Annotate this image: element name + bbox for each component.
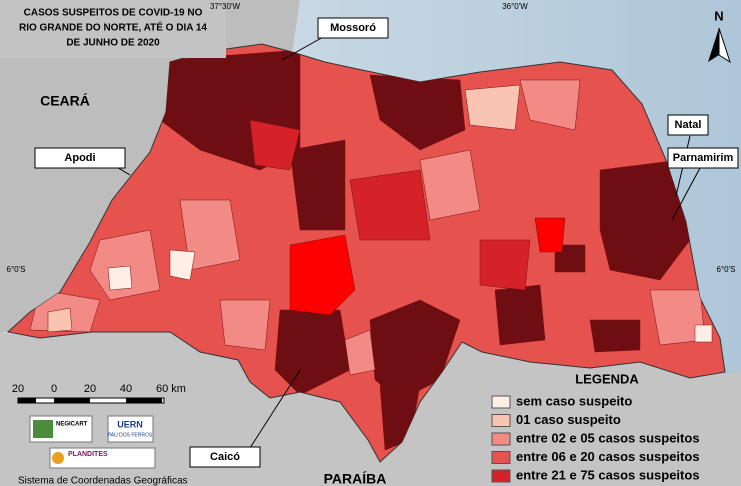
scale-bar-segment (54, 398, 90, 403)
municipality (369, 74, 466, 151)
graticule-label: 6°0'S (7, 265, 26, 274)
land-ceara (0, 0, 300, 332)
municipality (107, 265, 133, 291)
municipality (344, 329, 376, 376)
logo-text: PAU DOS FERROS (108, 432, 153, 438)
municipality (494, 284, 546, 346)
place-label: Caicó (210, 451, 240, 463)
graticule-label: 36°0'W (502, 2, 528, 11)
legend-title: LEGENDA (575, 371, 639, 386)
scale-bar-segment (126, 398, 162, 403)
leader-line (249, 369, 301, 449)
logo-box (107, 415, 154, 443)
region-label: PARAÍBA (324, 471, 387, 486)
municipality (169, 249, 196, 281)
title-line: DE JUNHO DE 2020 (66, 38, 160, 49)
north-arrow-half (718, 27, 731, 64)
graticule-label: 37°30'W (210, 2, 241, 11)
title-box (0, 0, 226, 58)
scale-label: 40 (120, 383, 132, 395)
logo-icon (52, 452, 64, 464)
legend-label: entre 02 e 05 casos suspeitos (516, 430, 700, 445)
north-arrow: N (708, 8, 731, 64)
logo-text: NEGICART (56, 422, 88, 428)
logo-text: PLANDITES (68, 451, 108, 458)
municipality (479, 239, 531, 291)
legend-label: entre 06 e 20 casos suspeitos (516, 449, 700, 464)
municipality (89, 229, 161, 301)
scale-bar-segment (18, 398, 36, 403)
place-box (667, 114, 709, 136)
place-box (667, 147, 739, 169)
legend-swatch (491, 414, 511, 427)
municipality (219, 299, 271, 351)
municipality (419, 149, 481, 221)
north-arrow-half (708, 28, 719, 62)
municipality (694, 324, 713, 343)
legend-label: entre 21 e 75 casos suspeitos (516, 467, 700, 482)
leader-line (671, 167, 701, 221)
place-label: Apodi (64, 152, 95, 164)
graticule-label: 6°0'S (717, 265, 736, 274)
municipality (47, 307, 73, 333)
land-paraiba (0, 332, 741, 486)
north-label: N (714, 8, 723, 23)
legend-swatch (491, 451, 511, 464)
scale-bar: 20 0 20 40 60 km (12, 383, 186, 404)
municipality (349, 169, 431, 241)
municipality (554, 244, 586, 273)
municipality (289, 234, 356, 316)
title-line: CASOS SUSPEITOS DE COVID-19 NO (24, 8, 203, 19)
legend-swatch (491, 395, 511, 409)
scale-label: 0 (51, 383, 57, 395)
footer: Sistema de Coordenadas Geográficas (18, 476, 188, 486)
place-box (34, 147, 126, 169)
place-label: Mossoró (330, 22, 376, 34)
municipality (464, 84, 521, 131)
municipalities (29, 49, 713, 451)
municipality (249, 119, 301, 171)
scale-label: 60 km (156, 383, 186, 395)
title-line: RIO GRANDE DO NORTE, ATÉ O DIA 14 (19, 21, 207, 34)
legend-label: sem caso suspeito (516, 393, 632, 408)
scale-label: 20 (84, 383, 96, 395)
place-box (189, 446, 261, 468)
municipality (534, 217, 566, 253)
legend-swatch (491, 469, 511, 483)
logo-icon (33, 420, 53, 438)
place-label: Natal (675, 119, 702, 131)
place-label: Parnamirim (673, 152, 734, 164)
municipality (589, 319, 641, 353)
municipality (289, 139, 346, 231)
legend-swatch (491, 432, 511, 446)
legend-label: 01 caso suspeito (516, 412, 621, 427)
place-box (317, 17, 389, 39)
logo-box (49, 447, 156, 469)
region-label: CEARÁ (40, 93, 90, 109)
logo-text: UERN (117, 419, 143, 429)
legend: LEGENDA sem caso suspeito 01 caso suspeit… (491, 371, 707, 486)
leader-line (281, 35, 326, 61)
scale-label: 20 (12, 383, 24, 395)
municipality (519, 79, 581, 131)
